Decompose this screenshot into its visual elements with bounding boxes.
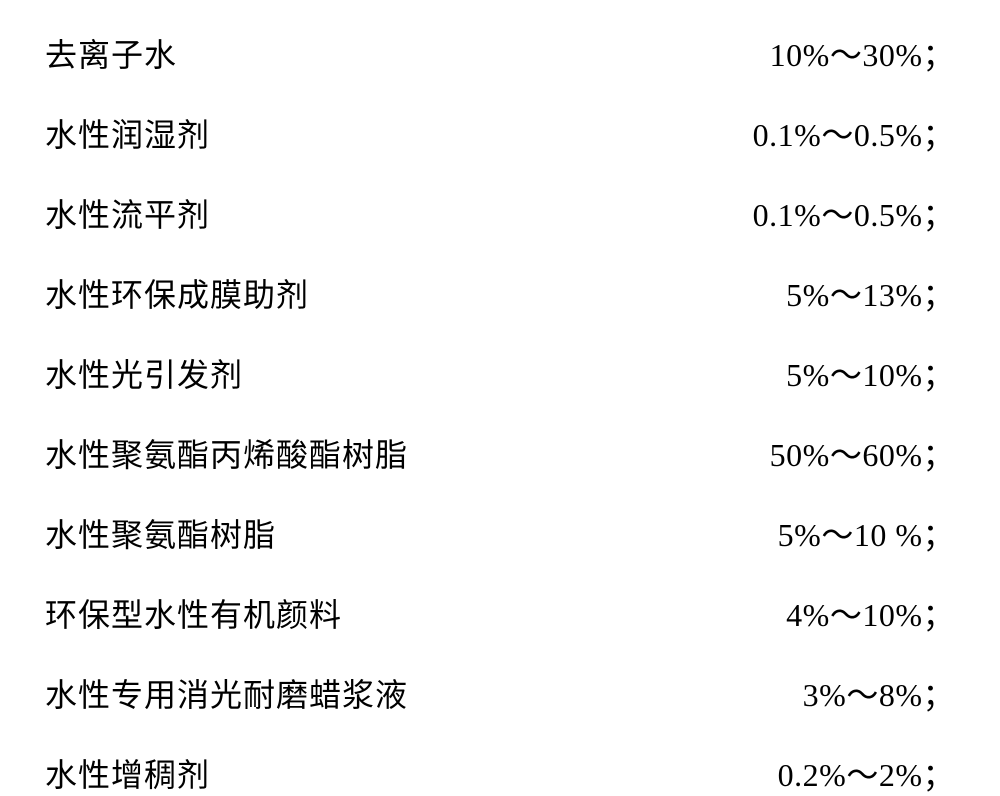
table-row: 去离子水 10%～30%； [45, 30, 955, 76]
component-label: 水性聚氨酯丙烯酸酯树脂 [45, 430, 408, 476]
component-label: 水性增稠剂 [45, 750, 210, 796]
table-row: 水性润湿剂 0.1%～0.5%； [45, 110, 955, 156]
component-value: 0.2%～2%； [778, 750, 955, 796]
component-label: 去离子水 [45, 30, 177, 76]
component-value: 5%～13%； [786, 270, 955, 316]
component-label: 水性光引发剂 [45, 350, 243, 396]
component-label: 水性流平剂 [45, 190, 210, 236]
component-value: 3%～8%； [803, 670, 955, 716]
table-row: 水性增稠剂 0.2%～2%； [45, 750, 955, 796]
component-value: 5%～10%； [786, 350, 955, 396]
table-row: 水性环保成膜助剂 5%～13%； [45, 270, 955, 316]
composition-table: 去离子水 10%～30%； 水性润湿剂 0.1%～0.5%； 水性流平剂 0.1… [45, 30, 955, 796]
table-row: 水性光引发剂 5%～10%； [45, 350, 955, 396]
component-label: 水性润湿剂 [45, 110, 210, 156]
component-value: 5%～10 %； [778, 510, 955, 556]
component-value: 50%～60%； [770, 430, 955, 476]
component-value: 0.1%～0.5%； [753, 110, 955, 156]
table-row: 水性聚氨酯树脂 5%～10 %； [45, 510, 955, 556]
table-row: 水性专用消光耐磨蜡浆液 3%～8%； [45, 670, 955, 716]
table-row: 环保型水性有机颜料 4%～10%； [45, 590, 955, 636]
component-value: 4%～10%； [786, 590, 955, 636]
component-label: 环保型水性有机颜料 [45, 590, 342, 636]
component-value: 0.1%～0.5%； [753, 190, 955, 236]
component-value: 10%～30%； [770, 30, 955, 76]
table-row: 水性聚氨酯丙烯酸酯树脂 50%～60%； [45, 430, 955, 476]
component-label: 水性专用消光耐磨蜡浆液 [45, 670, 408, 716]
table-row: 水性流平剂 0.1%～0.5%； [45, 190, 955, 236]
component-label: 水性聚氨酯树脂 [45, 510, 276, 556]
component-label: 水性环保成膜助剂 [45, 270, 309, 316]
